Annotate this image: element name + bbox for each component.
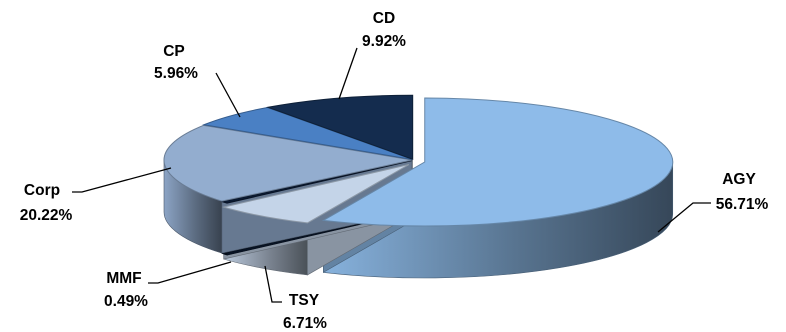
slice-tsy bbox=[221, 164, 410, 224]
slice-label-tsy: TSY bbox=[289, 292, 320, 309]
slice-value-cd: 9.92% bbox=[362, 33, 406, 50]
leader-line-agy bbox=[657, 202, 711, 233]
leader-line-tsy bbox=[264, 265, 282, 303]
slice-value-cp: 5.96% bbox=[154, 65, 198, 82]
slice-value-tsy: 6.71% bbox=[283, 315, 327, 332]
slice-label-mmf: MMF bbox=[106, 270, 141, 287]
slice-mmf bbox=[220, 160, 413, 204]
slice-label-corp: Corp bbox=[24, 182, 60, 199]
slice-value-agy: 56.71% bbox=[716, 196, 769, 213]
slice-label-cp: CP bbox=[163, 43, 185, 60]
leader-line-cp bbox=[215, 72, 241, 118]
leader-line-corp bbox=[72, 167, 172, 193]
leader-line-mmf bbox=[148, 261, 232, 284]
data-labels: AGY 56.71% TSY 6.71% MMF 0.49% Corp 20.2… bbox=[20, 10, 769, 332]
leader-line-cd bbox=[338, 47, 358, 100]
slice-cd bbox=[266, 94, 414, 160]
slice-label-agy: AGY bbox=[722, 171, 756, 188]
slice-agy bbox=[321, 97, 674, 227]
slice-value-corp: 20.22% bbox=[20, 207, 73, 224]
slice-value-mmf: 0.49% bbox=[104, 293, 148, 310]
leader-lines bbox=[72, 47, 711, 303]
slice-corp bbox=[163, 124, 413, 202]
pie-slices bbox=[163, 94, 674, 279]
slice-label-cd: CD bbox=[373, 10, 395, 27]
